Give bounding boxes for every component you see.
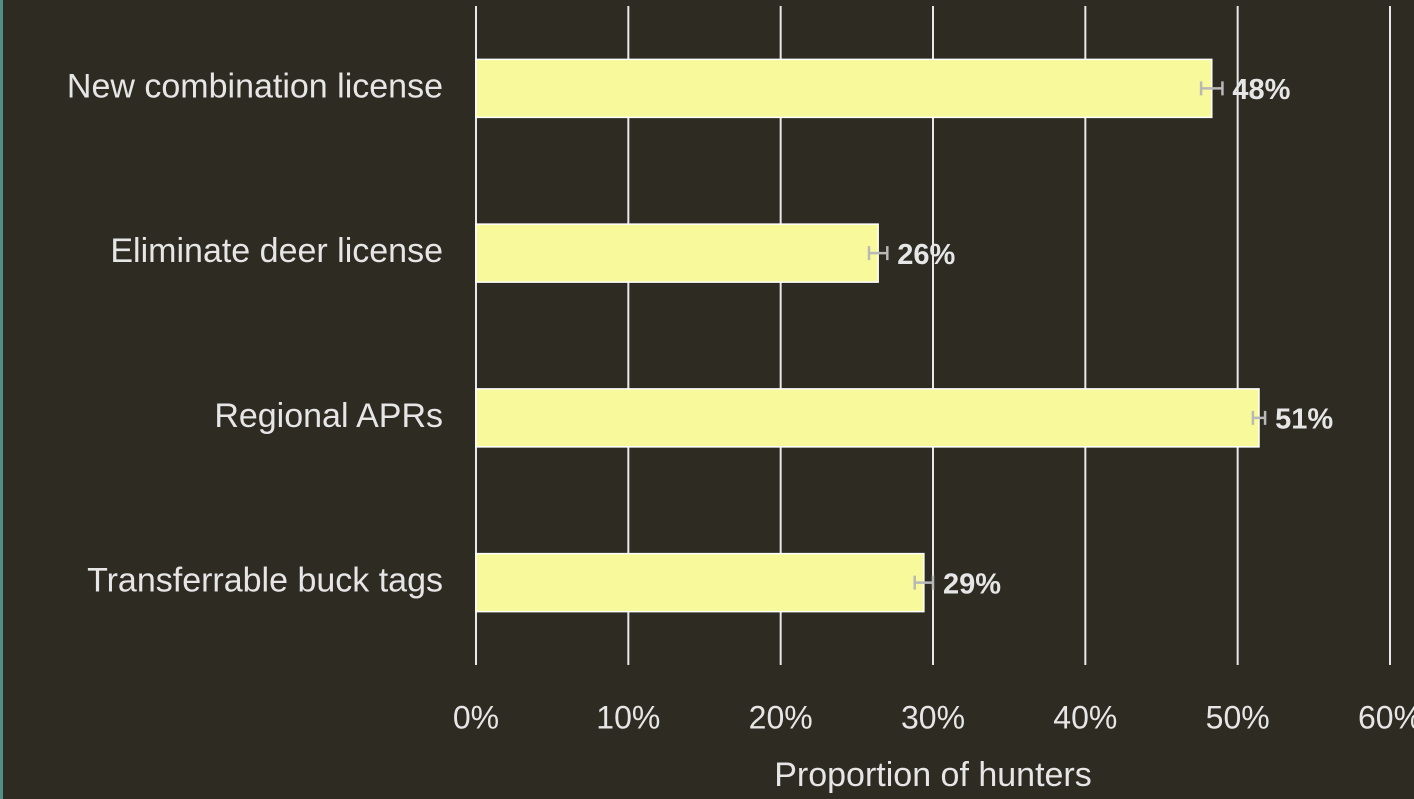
error-bar (1199, 81, 1224, 96)
x-axis-label: Proportion of hunters (774, 756, 1092, 794)
bar (475, 223, 879, 283)
y-tick-label: Transferrable buck tags (87, 562, 443, 600)
error-bar (913, 575, 935, 590)
bar (475, 58, 1213, 119)
value-label: 29% (943, 568, 1001, 600)
y-tick-label: Regional APRs (214, 397, 443, 435)
y-tick-label: New combination license (67, 67, 443, 105)
x-tick-label: 10% (596, 699, 660, 735)
x-tick-label: 30% (901, 699, 965, 735)
value-label: 26% (897, 239, 955, 271)
x-tick-label: 50% (1206, 699, 1270, 735)
value-label: 51% (1275, 404, 1333, 436)
error-bar (1251, 410, 1267, 425)
x-tick-label: 20% (749, 699, 813, 735)
x-tick-label: 40% (1053, 699, 1117, 735)
x-tick-label: 60% (1358, 699, 1414, 735)
x-tick-label: 0% (453, 699, 499, 735)
error-bar (867, 246, 889, 261)
value-label: 48% (1232, 74, 1290, 106)
bar (475, 552, 925, 613)
y-tick-label: Eliminate deer license (110, 232, 443, 270)
window-edge (0, 0, 3, 799)
bar (475, 388, 1260, 448)
